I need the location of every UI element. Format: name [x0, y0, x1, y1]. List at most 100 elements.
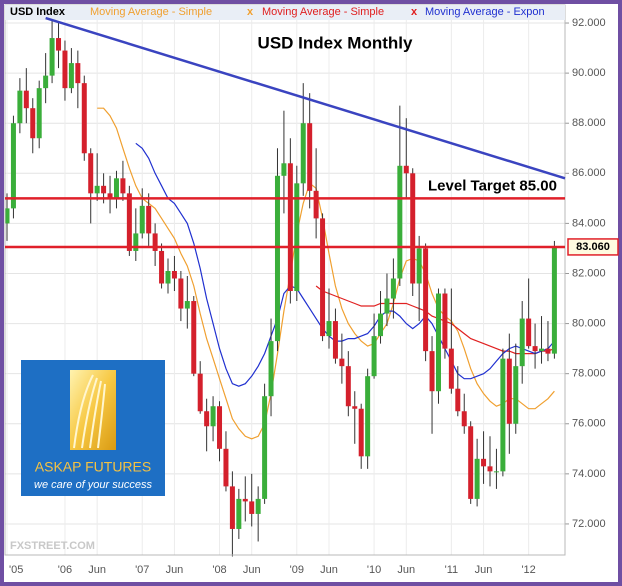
candle-body — [249, 501, 255, 514]
candle-body — [81, 83, 87, 154]
candle-body — [423, 248, 429, 352]
legend: USD Index Moving Average - Simple x Moving … — [10, 6, 545, 18]
candle-body — [403, 165, 409, 174]
ma-line — [315, 285, 555, 355]
x-tick-label: '06 — [58, 564, 72, 576]
trendline — [45, 16, 566, 180]
logo-rays — [73, 374, 106, 449]
legend-remove[interactable]: x — [411, 6, 418, 18]
ma-line — [135, 142, 555, 387]
candle-body — [30, 108, 36, 139]
legend-label: Moving Average - Expon — [425, 6, 545, 18]
legend-remove[interactable]: x — [247, 6, 254, 18]
candle-body — [159, 250, 165, 284]
candle-body — [410, 173, 416, 284]
candle-body — [397, 165, 403, 279]
candle-body — [62, 50, 68, 89]
candle-body — [184, 301, 190, 309]
candle-body — [56, 38, 62, 51]
y-tick-label: 74.000 — [572, 468, 606, 480]
candle-body — [487, 466, 493, 472]
ma-line — [97, 107, 555, 440]
candle-body — [217, 406, 223, 449]
candle-body — [4, 208, 10, 224]
candle-body — [532, 346, 538, 352]
legend-label: USD Index — [10, 6, 66, 18]
candle-body — [165, 270, 171, 284]
candle-body — [171, 270, 177, 279]
candle-body — [197, 373, 203, 412]
candle-body — [255, 498, 261, 514]
candle-body — [300, 123, 306, 184]
candle-body — [365, 376, 371, 457]
legend-label: Moving Average - Simple — [262, 6, 384, 18]
candle-body — [474, 458, 480, 499]
y-tick-label: 84.000 — [572, 217, 606, 229]
candle-body — [481, 458, 487, 467]
candle-body — [178, 278, 184, 309]
candle-body — [49, 38, 55, 76]
candle-body — [526, 318, 532, 347]
candle-body — [468, 426, 474, 499]
chart-title: USD Index Monthly — [258, 33, 413, 52]
x-tick-label: Jun — [397, 564, 415, 576]
candle-body — [152, 233, 158, 251]
x-tick-label: '05 — [9, 564, 23, 576]
logo-tagline: we care of your success — [34, 479, 152, 491]
candle-body — [133, 233, 139, 251]
candle-body — [345, 366, 351, 407]
x-tick-label: Jun — [475, 564, 493, 576]
candle-body — [274, 175, 280, 342]
candle-body — [223, 448, 229, 487]
x-tick-label: '12 — [521, 564, 535, 576]
candle-body — [242, 498, 248, 502]
legend-bar — [5, 5, 565, 20]
logo-name: ASKAP FUTURES — [35, 459, 151, 475]
candle-body — [10, 123, 16, 209]
x-tick-label: '07 — [135, 564, 149, 576]
candle-body — [519, 318, 525, 367]
x-tick-label: '08 — [212, 564, 226, 576]
candle-body — [94, 185, 100, 194]
candle-body — [36, 88, 42, 139]
candle-body — [551, 246, 557, 354]
candle-body — [378, 313, 384, 337]
candle-body — [68, 63, 74, 89]
candle-body — [390, 278, 396, 299]
candle-body — [371, 336, 377, 377]
candle-body — [326, 321, 332, 337]
logo: ASKAP FUTURES we care of your success — [21, 360, 165, 496]
candle-body — [120, 178, 126, 194]
candle-body — [384, 298, 390, 314]
legend-label: Moving Average - Simple — [90, 6, 212, 18]
candle-body — [146, 205, 152, 234]
y-tick-label: 82.000 — [572, 267, 606, 279]
candle-body — [358, 408, 364, 457]
candle-body — [294, 183, 300, 292]
y-tick-label: 88.000 — [572, 117, 606, 129]
candle-body — [545, 348, 551, 354]
candle-body — [429, 351, 435, 392]
candle-body — [113, 178, 119, 199]
candle-body — [23, 90, 29, 109]
y-tick-label: 80.000 — [572, 317, 606, 329]
candle-body — [75, 63, 81, 84]
candle-body — [107, 193, 113, 199]
candle-body — [262, 396, 268, 499]
candle-body — [313, 190, 319, 219]
candle-body — [461, 411, 467, 427]
candle-body — [352, 406, 358, 409]
candle-body — [88, 153, 94, 194]
x-tick-label: Jun — [166, 564, 184, 576]
candle-body — [506, 358, 512, 424]
x-tick-label: Jun — [88, 564, 106, 576]
candle-body — [539, 348, 545, 352]
candle-body — [307, 123, 313, 191]
candle-body — [43, 75, 49, 89]
watermark: FXSTREET.COM — [10, 540, 95, 552]
candle-body — [229, 486, 235, 529]
candle-body — [500, 358, 506, 472]
candle-body — [101, 185, 107, 194]
